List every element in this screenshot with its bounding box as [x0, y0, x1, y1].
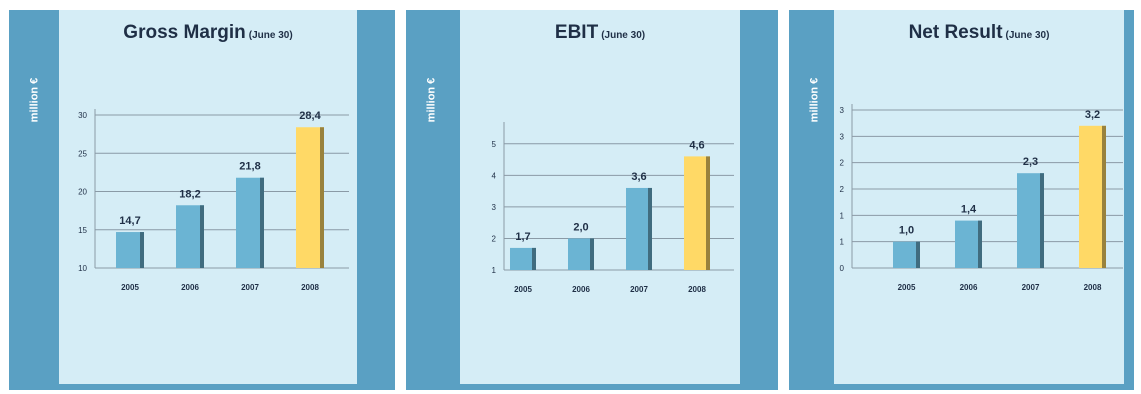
bar-shadow: [1040, 173, 1044, 268]
chart-title-main: Gross Margin: [123, 22, 246, 43]
bar: [568, 238, 594, 270]
data-label: 14,7: [119, 215, 140, 227]
bar: [176, 205, 204, 268]
chart-panel-gross-margin: million € Gross Margin (June 30) 10 15 20 25…: [9, 10, 395, 390]
y-tick-label: 30: [78, 111, 87, 120]
bar-shadow: [200, 205, 204, 268]
bar: [1017, 173, 1044, 268]
bar: [236, 177, 264, 268]
y-tick-label: 1: [492, 266, 497, 275]
data-label: 1,4: [961, 204, 977, 216]
bar-shadow: [706, 156, 710, 270]
bar: [116, 232, 144, 268]
data-label: 3,6: [631, 171, 646, 183]
x-tick-label: 2006: [181, 283, 199, 292]
chart-title-main: EBIT: [554, 22, 599, 43]
x-tick-label: 2005: [898, 283, 916, 292]
chart-title-subtitle: (June 30): [1005, 30, 1050, 41]
x-tick-label: 2007: [1022, 283, 1040, 292]
bar: [893, 241, 920, 268]
bar-chart-ebit: 1 2 3 4 5 1,7 2005 2,0 2006 3,6 2007 4,6 2008: [492, 122, 734, 294]
bar-shadow: [1102, 125, 1106, 268]
bar-shadow: [532, 247, 536, 270]
y-tick-label: 2: [492, 234, 497, 243]
data-label: 1,7: [515, 231, 530, 243]
data-label: 28,4: [299, 110, 321, 122]
y-tick-label: 1: [840, 238, 845, 247]
x-tick-label: 2008: [1084, 283, 1102, 292]
bar-shadow: [320, 127, 324, 269]
chart-title: Net Result (June 30): [834, 22, 1124, 44]
data-label: 18,2: [179, 188, 200, 200]
y-tick-label: 3: [840, 132, 845, 141]
bar: [510, 247, 536, 270]
bar-shadow: [590, 238, 594, 270]
bar-shadow: [978, 220, 982, 268]
y-tick-label: 3: [492, 203, 497, 212]
x-tick-label: 2005: [514, 285, 532, 294]
bar-shadow: [260, 177, 264, 268]
chart-title-subtitle: (June 30): [248, 30, 293, 41]
chart-plot-background: [834, 10, 1124, 384]
bar: [955, 220, 982, 268]
x-tick-label: 2007: [241, 283, 259, 292]
bar-chart-net-result: 0 1 1 2 2 3 3 1,0 2005 1,4 2006 2,3 2007 3,2 2008: [840, 104, 1123, 292]
bar: [684, 156, 710, 270]
chart-title: EBIT (June 30): [460, 22, 740, 44]
chart-title: Gross Margin (June 30): [59, 22, 357, 44]
y-tick-label: 0: [840, 264, 845, 273]
chart-title-main: Net Result: [908, 22, 1003, 43]
x-tick-label: 2008: [688, 285, 706, 294]
bar-shadow: [648, 187, 652, 270]
y-tick-label: 2: [840, 185, 845, 194]
data-label: 2,0: [573, 221, 588, 233]
chart-panel-ebit: million € EBIT (June 30) 1 2 3 4 5 1,7 2005 2,0 2…: [406, 10, 778, 390]
data-label: 3,2: [1085, 109, 1100, 121]
x-tick-label: 2005: [121, 283, 139, 292]
bar: [626, 187, 652, 270]
chart-title-subtitle: (June 30): [601, 30, 646, 41]
data-label: 2,3: [1023, 156, 1038, 168]
bar: [1079, 125, 1106, 268]
data-label: 4,6: [689, 139, 704, 151]
x-tick-label: 2006: [572, 285, 590, 294]
chart-panel-net-result: million € Net Result (June 30) 0 1 1 2 2 3 3 1,0…: [789, 10, 1134, 390]
x-tick-label: 2007: [630, 285, 648, 294]
y-tick-label: 5: [492, 140, 497, 149]
bar: [296, 127, 324, 269]
y-tick-label: 20: [78, 188, 87, 197]
y-tick-label: 3: [840, 106, 845, 115]
bar-shadow: [140, 232, 144, 268]
x-tick-label: 2008: [301, 283, 319, 292]
y-tick-label: 2: [840, 159, 845, 168]
data-label: 21,8: [239, 161, 260, 173]
y-tick-label: 15: [78, 226, 87, 235]
y-tick-label: 10: [78, 264, 87, 273]
bar-chart-gross-margin: 10 15 20 25 30 14,7 2005 18,2 2006 21,8 2007 28,4 20…: [78, 109, 349, 292]
y-tick-label: 1: [840, 211, 845, 220]
x-tick-label: 2006: [960, 283, 978, 292]
bar-shadow: [916, 241, 920, 268]
data-label: 1,0: [899, 225, 914, 237]
y-tick-label: 4: [492, 171, 497, 180]
y-tick-label: 25: [78, 149, 87, 158]
